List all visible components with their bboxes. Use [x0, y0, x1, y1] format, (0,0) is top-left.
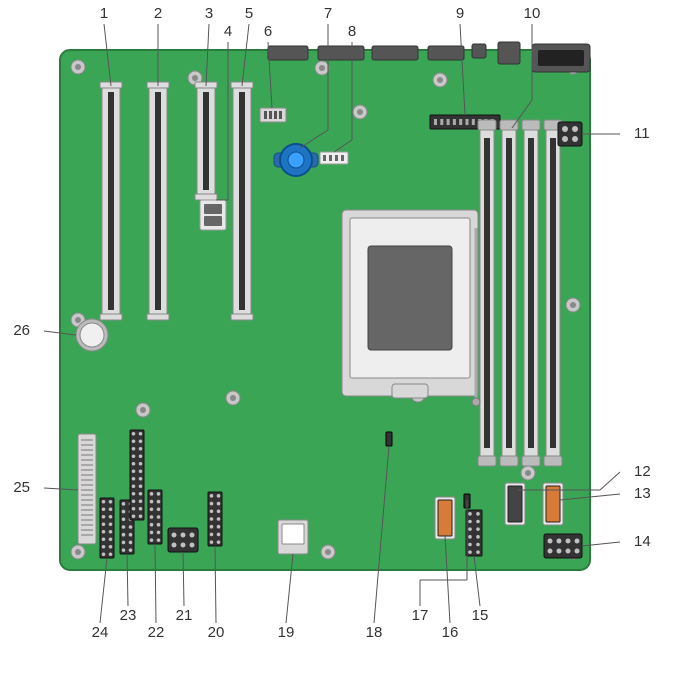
- svg-text:13: 13: [634, 485, 651, 502]
- rear-io-port: [532, 44, 590, 72]
- svg-text:1: 1: [100, 5, 108, 22]
- jumper-18: [386, 432, 392, 446]
- svg-text:19: 19: [278, 624, 295, 641]
- svg-text:18: 18: [366, 624, 383, 641]
- svg-text:20: 20: [208, 624, 225, 641]
- power-connector-21: [168, 528, 198, 552]
- small-header-8: [320, 152, 348, 164]
- svg-text:4: 4: [224, 23, 232, 40]
- pcie-slot-5: [231, 82, 253, 320]
- svg-text:9: 9: [456, 5, 464, 22]
- svg-text:5: 5: [245, 5, 253, 22]
- svg-text:10: 10: [524, 5, 541, 22]
- svg-text:21: 21: [176, 607, 193, 624]
- header-22: [148, 490, 162, 544]
- power-connector-14: [544, 534, 582, 558]
- svg-text:2: 2: [154, 5, 162, 22]
- sata-16: [435, 497, 455, 539]
- sata-12: [505, 483, 525, 525]
- coin-battery: [76, 319, 108, 351]
- svg-text:6: 6: [264, 23, 272, 40]
- fan-connector: [260, 108, 286, 122]
- sata-13: [543, 483, 563, 525]
- internal-usb: [200, 200, 226, 230]
- front-panel-header: [466, 510, 482, 556]
- header-tall: [130, 430, 144, 520]
- cpu-socket: [342, 210, 480, 406]
- rear-io-port: [318, 46, 364, 60]
- svg-text:12: 12: [634, 463, 651, 480]
- connector-19: [278, 520, 308, 554]
- svg-text:8: 8: [348, 23, 356, 40]
- svg-text:17: 17: [412, 607, 429, 624]
- svg-text:25: 25: [13, 479, 30, 496]
- rear-io-port: [372, 46, 418, 60]
- svg-text:24: 24: [92, 624, 109, 641]
- pcie-slot-3: [195, 82, 217, 200]
- rear-io-port: [472, 44, 486, 58]
- callout-14: 14: [582, 533, 651, 550]
- header-20: [208, 492, 222, 546]
- svg-text:3: 3: [205, 5, 213, 22]
- svg-text:16: 16: [442, 624, 459, 641]
- pcie-slot-2: [147, 82, 169, 320]
- rear-io-port: [498, 42, 520, 64]
- pcie-slot-1: [100, 82, 122, 320]
- rear-io-port: [428, 46, 464, 60]
- header-24: [100, 498, 114, 558]
- callout-11: 11: [582, 125, 650, 142]
- svg-text:23: 23: [120, 607, 137, 624]
- svg-text:7: 7: [324, 5, 332, 22]
- cpu-power-connector: [558, 122, 582, 146]
- edge-connector-25: [78, 434, 96, 544]
- svg-text:26: 26: [13, 322, 30, 339]
- svg-text:14: 14: [634, 533, 651, 550]
- svg-text:11: 11: [634, 125, 650, 142]
- svg-text:22: 22: [148, 624, 165, 641]
- svg-text:15: 15: [472, 607, 489, 624]
- rear-io-port: [268, 46, 308, 60]
